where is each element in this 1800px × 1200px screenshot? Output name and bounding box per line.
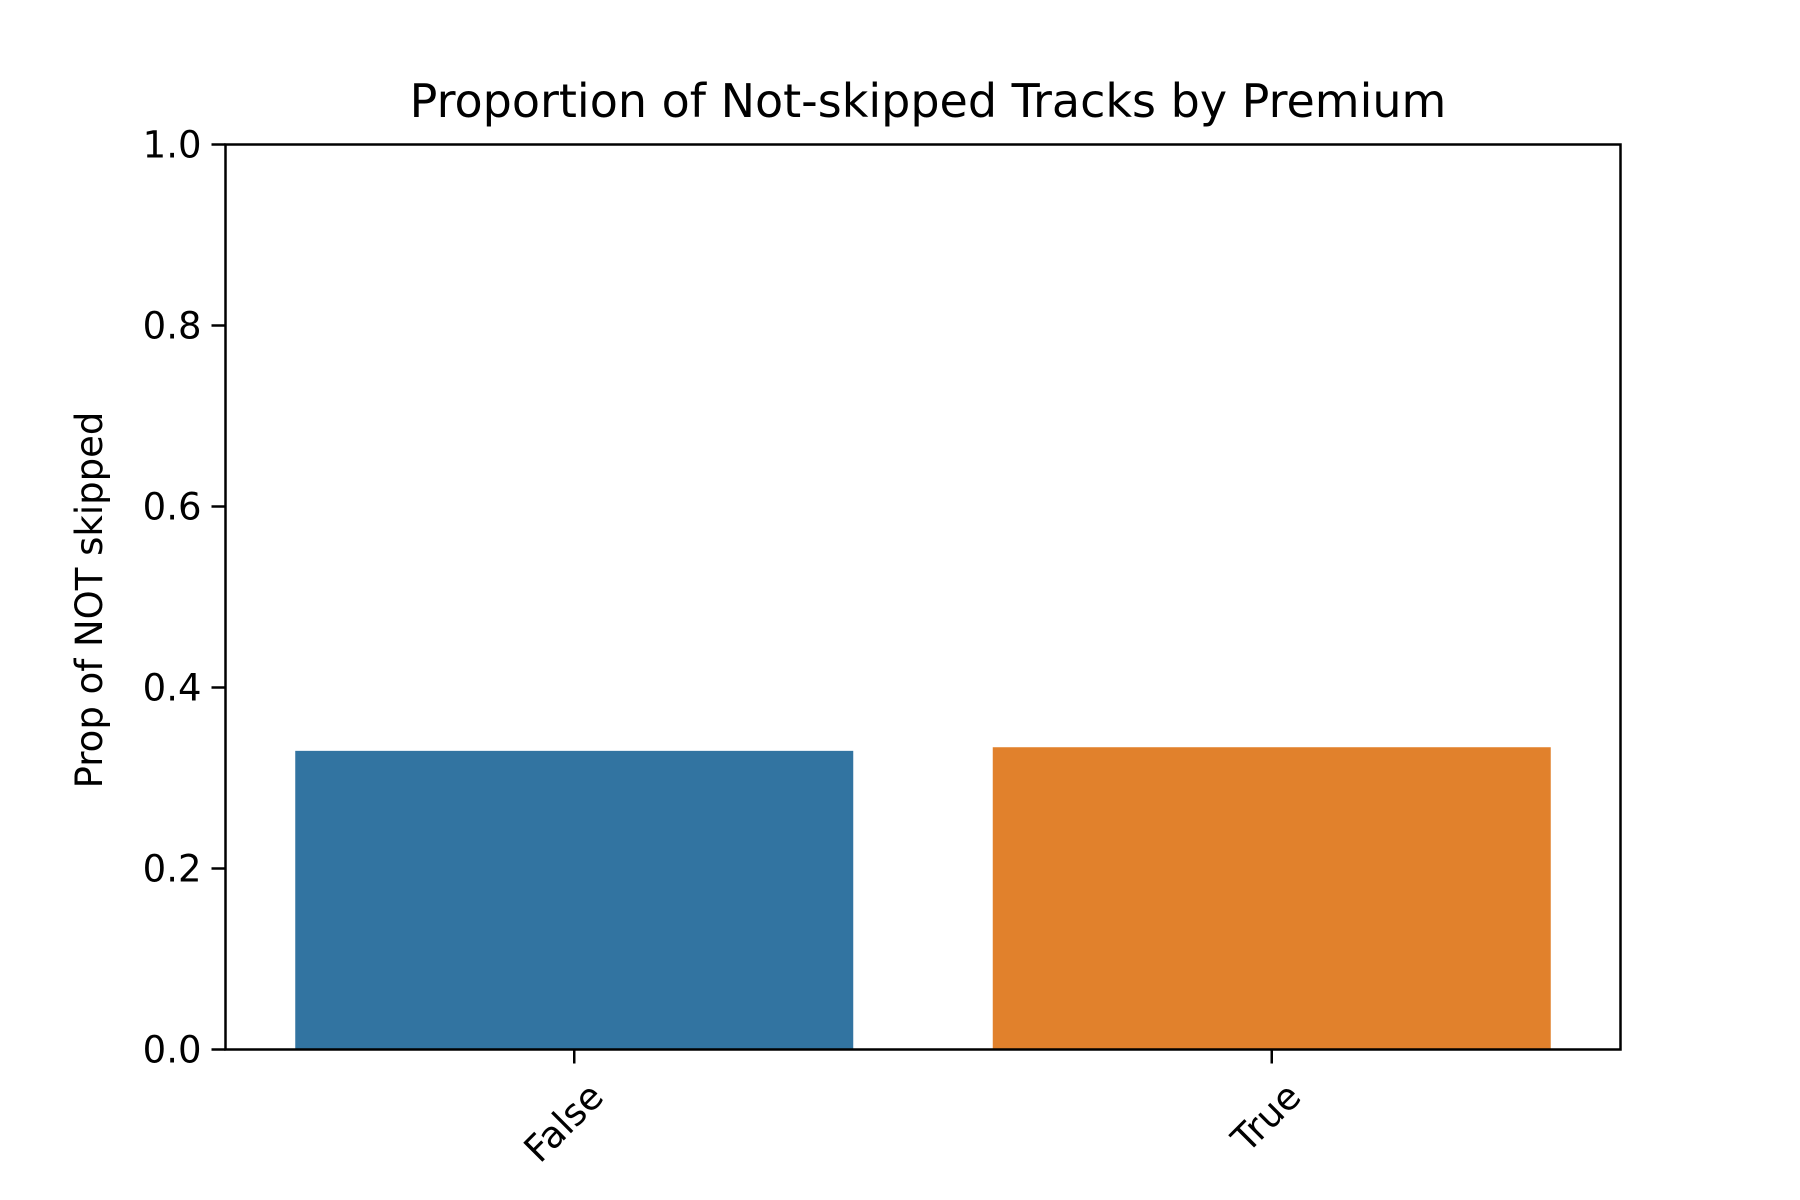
chart-title: Proportion of Not-skipped Tracks by Prem… [410,74,1447,128]
plot-frame [224,143,1622,1051]
y-tick-label: 0.6 [143,486,202,529]
x-tick-label-false: False [516,1075,612,1171]
x-tick-label-true: True [1223,1075,1310,1162]
y-tick-label: 0.2 [143,848,202,891]
y-tick-label: 0.0 [143,1029,202,1072]
bar-true [992,747,1551,1050]
bars [295,747,1551,1050]
y-tick-label: 0.8 [143,305,202,348]
bar-false [295,750,854,1050]
y-axis-ticks: 0.0 0.2 0.4 0.6 0.8 1.0 [143,124,226,1072]
y-axis-label: Prop of NOT skipped [68,412,111,789]
x-axis-ticks: False True [516,1049,1310,1171]
y-tick-label: 0.4 [143,667,202,710]
y-tick-label: 1.0 [143,124,202,167]
